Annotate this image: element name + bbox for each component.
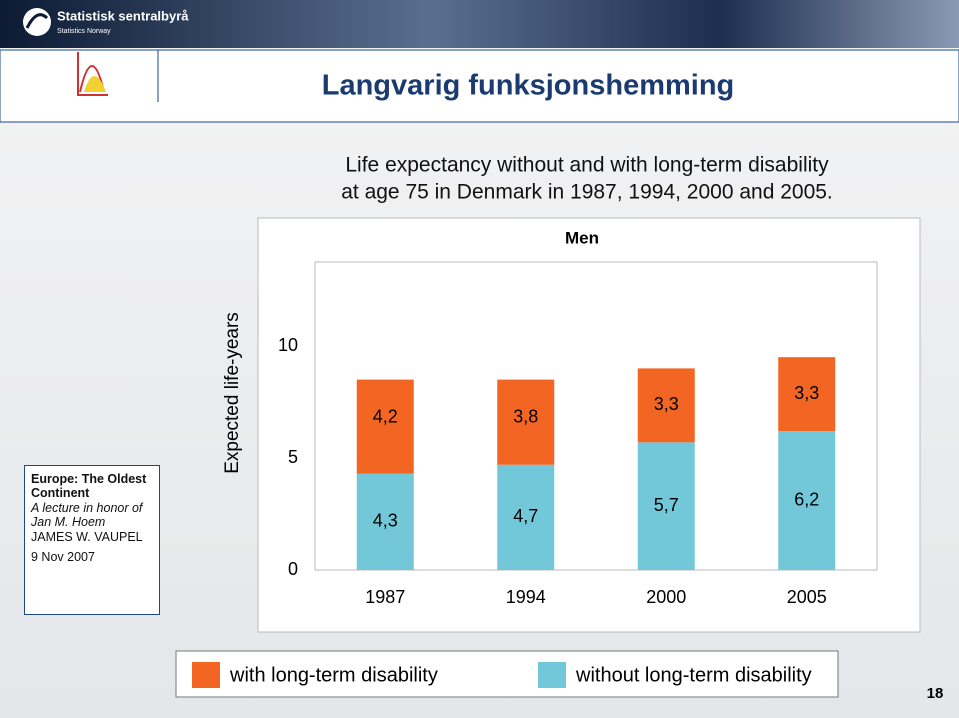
logo-subname: Statistics Norway: [57, 28, 111, 35]
sidebar-author: JAMES W. VAUPEL: [31, 530, 143, 544]
y-tick-label: 10: [278, 335, 298, 355]
logo-swoosh: [25, 13, 49, 29]
value-label: 4,2: [373, 406, 398, 426]
sidebar-date: 9 Nov 2007: [31, 550, 95, 564]
y-tick-label: 0: [288, 559, 298, 579]
y-tick-label: 5: [288, 447, 298, 467]
x-tick-label: 2005: [787, 587, 827, 607]
value-label: 3,3: [654, 394, 679, 414]
x-tick-label: 2000: [646, 587, 686, 607]
logo-name: Statistisk sentralbyrå: [57, 8, 189, 23]
bar-segment: [778, 431, 836, 570]
logo-icon: [23, 8, 51, 36]
legend-swatch: [538, 662, 566, 688]
bar-segment: [356, 379, 414, 474]
legend-label: without long-term disability: [575, 664, 812, 686]
x-tick-label: 1987: [365, 587, 405, 607]
value-label: 3,3: [794, 383, 819, 403]
bar-segment: [637, 442, 695, 570]
sidebar-heading: Europe: The Oldest Continent: [31, 472, 147, 500]
plot-frame: [314, 261, 878, 571]
bar-segment: [778, 357, 836, 432]
value-label: 5,7: [654, 495, 679, 515]
chart-subtitle: Life expectancy without and with long-te…: [345, 154, 829, 177]
legend-swatch: [192, 662, 220, 688]
header-box: [0, 49, 959, 123]
bar-segment: [497, 379, 555, 465]
x-tick-label: 1994: [506, 587, 546, 607]
bar-segment: [637, 368, 695, 443]
sidebar: Europe: The Oldest Continent A lecture i…: [24, 465, 160, 615]
value-label: 6,2: [794, 489, 819, 509]
page-number: 18: [927, 685, 944, 702]
chart-subtitle: at age 75 in Denmark in 1987, 1994, 2000…: [341, 181, 833, 204]
value-label: 3,8: [513, 406, 538, 426]
bar-segment: [356, 473, 414, 570]
value-label: 4,7: [513, 506, 538, 526]
banner: [0, 0, 959, 48]
slide-title: Langvarig funksjonshemming: [322, 70, 735, 102]
legend-label: with long-term disability: [229, 664, 438, 686]
value-label: 4,3: [373, 511, 398, 531]
legend: [175, 650, 839, 698]
chart-title: Men: [565, 228, 599, 247]
y-axis-label: Expected life-years: [222, 312, 243, 474]
header-icon-fill: [84, 76, 106, 92]
sidebar-subheading: A lecture in honor of Jan M. Hoem: [31, 501, 143, 529]
bar-segment: [497, 464, 555, 570]
